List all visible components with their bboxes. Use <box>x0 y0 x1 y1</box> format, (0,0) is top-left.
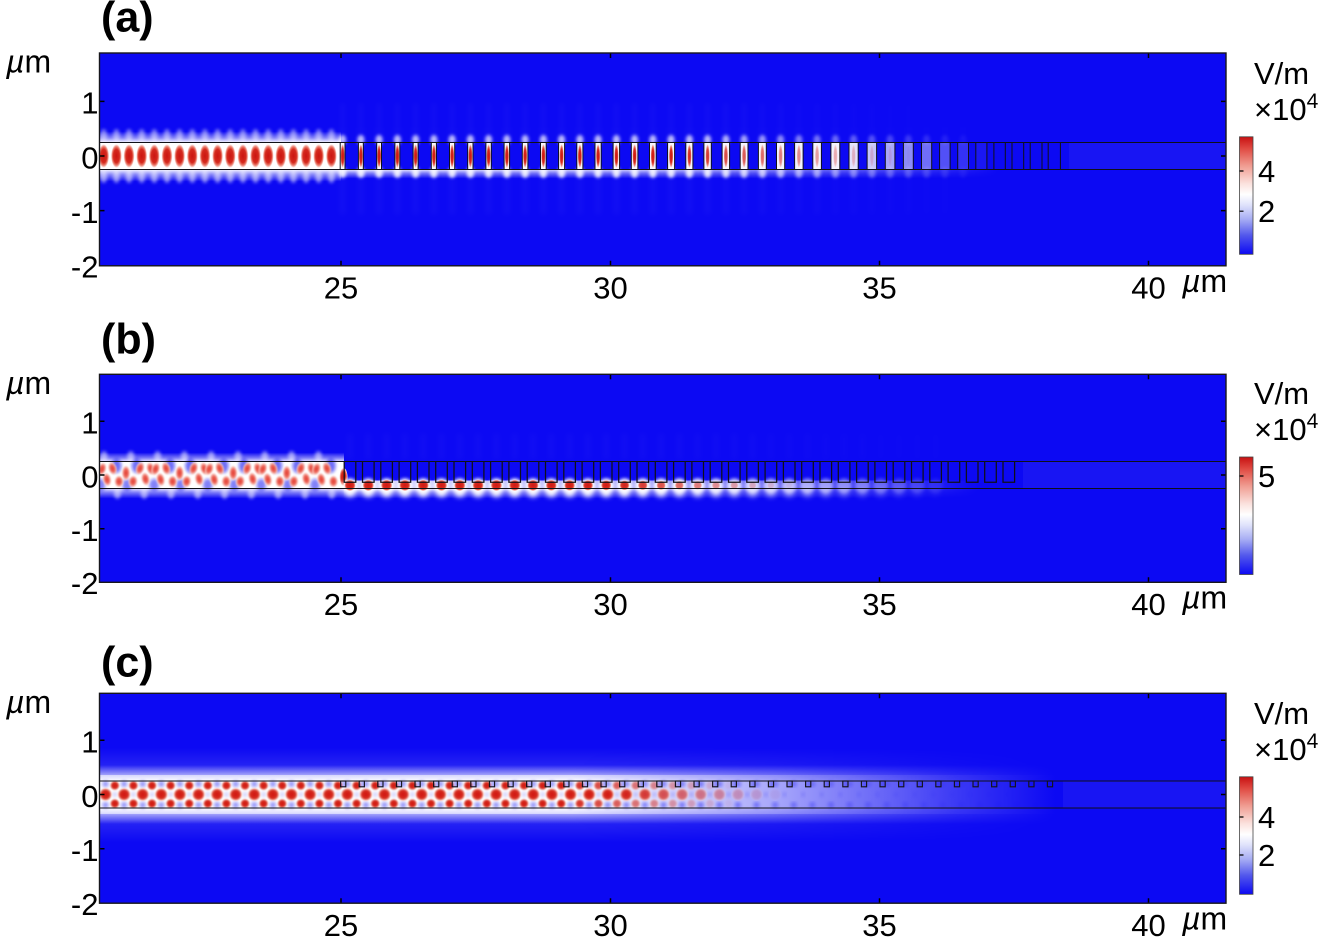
svg-text:1: 1 <box>81 406 98 441</box>
svg-text:µm: µm <box>5 365 51 401</box>
svg-text:25: 25 <box>324 271 358 306</box>
svg-text:V/m: V/m <box>1254 376 1309 411</box>
svg-text:40: 40 <box>1131 587 1165 622</box>
svg-text:V/m: V/m <box>1254 56 1309 91</box>
svg-text:1: 1 <box>81 725 98 760</box>
svg-text:30: 30 <box>593 271 627 306</box>
svg-text:30: 30 <box>593 908 627 942</box>
svg-text:µm: µm <box>5 44 51 80</box>
svg-text:-1: -1 <box>71 513 99 548</box>
svg-text:-2: -2 <box>71 887 99 922</box>
svg-text:×104: ×104 <box>1254 410 1319 447</box>
svg-text:4: 4 <box>1258 800 1275 835</box>
svg-text:35: 35 <box>862 908 896 942</box>
svg-text:µm: µm <box>1181 263 1227 299</box>
svg-text:40: 40 <box>1131 271 1165 306</box>
svg-text:40: 40 <box>1131 908 1165 942</box>
svg-text:(a): (a) <box>101 0 154 42</box>
svg-text:-2: -2 <box>71 566 99 601</box>
svg-text:5: 5 <box>1258 459 1275 494</box>
svg-text:-2: -2 <box>71 250 99 285</box>
svg-text:0: 0 <box>81 779 98 814</box>
svg-text:0: 0 <box>81 140 98 175</box>
svg-text:1: 1 <box>81 86 98 121</box>
svg-text:(c): (c) <box>101 639 154 687</box>
svg-text:×104: ×104 <box>1254 90 1319 127</box>
svg-text:µm: µm <box>5 684 51 720</box>
svg-text:-1: -1 <box>71 195 99 230</box>
svg-text:2: 2 <box>1258 838 1275 873</box>
svg-text:30: 30 <box>593 587 627 622</box>
svg-text:-1: -1 <box>71 833 99 868</box>
svg-text:×104: ×104 <box>1254 730 1319 767</box>
svg-text:(b): (b) <box>101 316 156 364</box>
svg-text:µm: µm <box>1181 900 1227 936</box>
svg-text:V/m: V/m <box>1254 696 1309 731</box>
svg-text:25: 25 <box>324 587 358 622</box>
svg-text:2: 2 <box>1258 194 1275 229</box>
svg-text:4: 4 <box>1258 154 1275 189</box>
svg-text:35: 35 <box>862 271 896 306</box>
svg-text:µm: µm <box>1181 580 1227 616</box>
svg-text:35: 35 <box>862 587 896 622</box>
svg-text:0: 0 <box>81 459 98 494</box>
svg-text:25: 25 <box>324 908 358 942</box>
